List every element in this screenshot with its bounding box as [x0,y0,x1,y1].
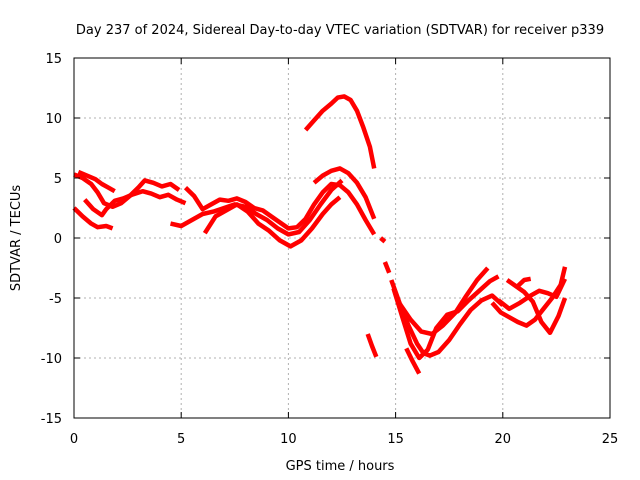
series-track-j [365,333,379,358]
x-tick-label: 10 [280,432,297,447]
series-track-i [303,94,377,169]
series-track-o [404,347,422,375]
series-track-n [391,274,500,361]
series-track-f [183,181,377,236]
axis-ticks [73,57,611,419]
series-track-p [398,266,490,337]
y-tick-label: -10 [41,352,62,367]
x-tick-label: 25 [602,432,619,447]
x-axis-label: GPS time / hours [286,459,395,474]
y-tick-label: -15 [41,412,62,427]
series-track-a [72,206,114,231]
series-track-s [505,278,568,336]
series-track-h [312,166,377,220]
series-track-l [382,261,392,274]
grid [74,58,610,418]
series-track-d [77,169,116,194]
y-tick-label: 5 [54,172,62,187]
series-track-k [379,236,387,244]
x-tick-label: 15 [387,432,404,447]
y-tick-label: -5 [49,292,62,307]
series-track-r [497,277,568,312]
y-axis-label: SDTVAR / TECUs [9,185,24,292]
series-track-q [490,266,568,328]
series-track-g [202,195,342,249]
y-tick-label: 15 [45,52,62,67]
series-group [72,94,568,375]
chart-title: Day 237 of 2024, Sidereal Day-to-day VTE… [76,23,604,38]
x-tick-label: 5 [177,432,185,447]
series-track-e [170,178,344,237]
series-track-c [83,188,187,218]
series-track-t [516,276,532,288]
series-track-m [389,279,505,358]
x-tick-label: 20 [495,432,512,447]
y-tick-label: 0 [54,232,62,247]
y-tick-label: 10 [45,112,62,127]
x-tick-label: 0 [70,432,78,447]
